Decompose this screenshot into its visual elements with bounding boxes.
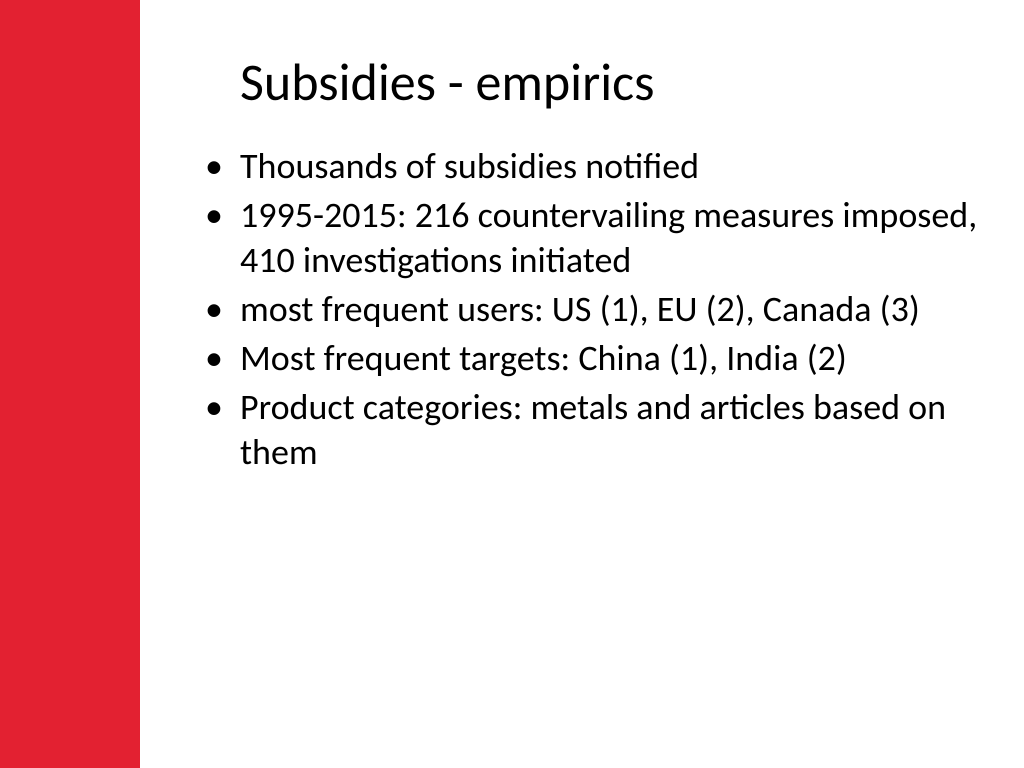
bullet-item: Thousands of subsidies notified [190,144,984,189]
bullet-item: 1995-2015: 216 countervailing measures i… [190,193,984,283]
sidebar-accent-bar [0,0,140,768]
bullet-item: Most frequent targets: China (1), India … [190,336,984,381]
bullet-item: Product categories: metals and articles … [190,385,984,475]
slide-content: Subsidies - empirics Thousands of subsid… [140,0,1024,768]
bullet-list: Thousands of subsidies notified 1995-201… [190,144,984,475]
bullet-item: most frequent users: US (1), EU (2), Can… [190,287,984,332]
slide-title: Subsidies - empirics [240,50,984,114]
